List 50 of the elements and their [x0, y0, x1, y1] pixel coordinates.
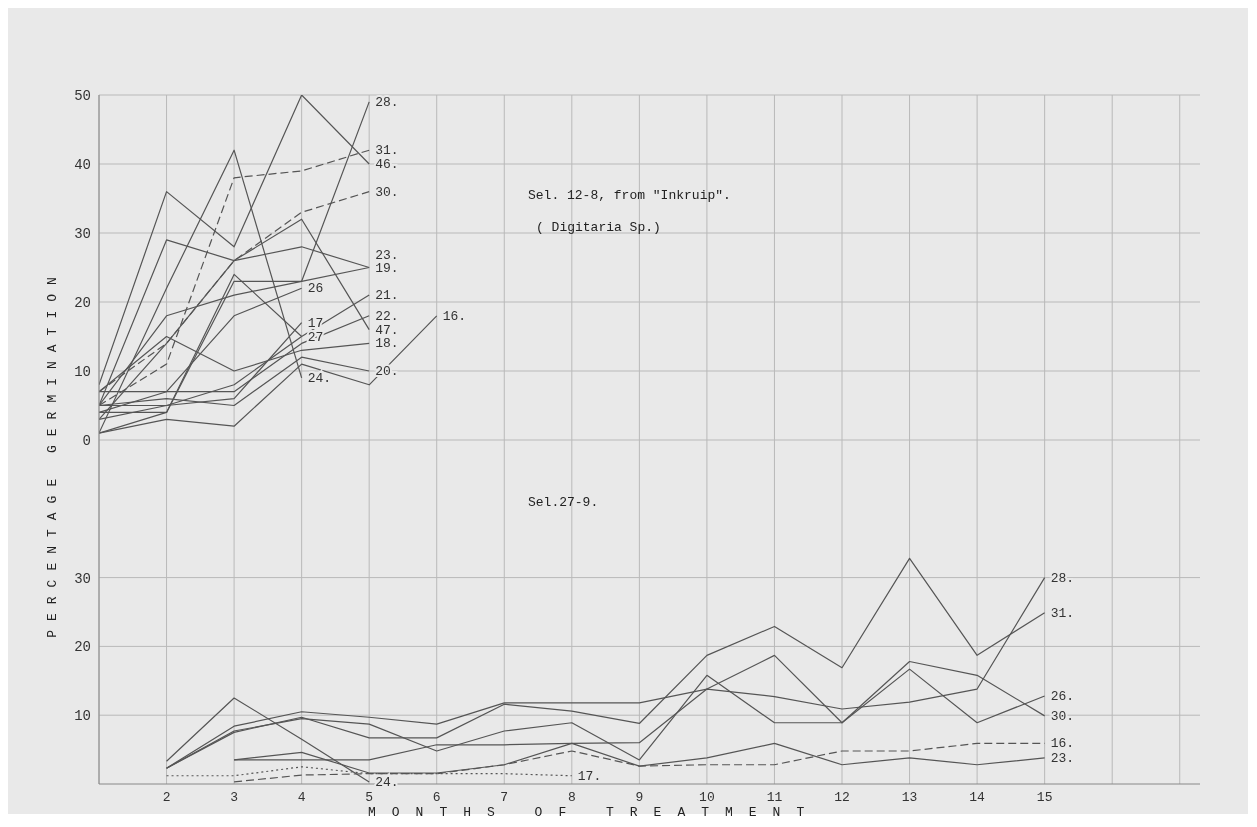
series-label: 16.: [442, 308, 467, 324]
series-label: 30.: [375, 184, 399, 200]
series-label: 24.: [375, 774, 399, 790]
x-tick-label: 4: [297, 790, 306, 806]
series-label: 18.: [375, 336, 399, 352]
series-label: 24.: [307, 370, 332, 386]
x-tick-label: 2: [162, 790, 171, 806]
x-axis-title: MONTHS OF TREATMENT: [368, 805, 821, 820]
x-tick-label: 5: [365, 790, 374, 806]
series-label: 46.: [375, 157, 399, 172]
series-label: 47.: [375, 322, 399, 338]
y-tick-label: 50: [74, 87, 91, 104]
x-tick-label: 13: [901, 790, 918, 806]
y-tick-label: 0: [82, 432, 91, 449]
y-tick-label: 10: [74, 363, 91, 380]
text: ( Digitaria Sp.): [536, 220, 661, 235]
series-label: 30.: [1050, 708, 1075, 724]
series-label: 23.: [1050, 750, 1075, 766]
x-tick-label: 10: [699, 790, 715, 806]
y-axis-title: PERCENTAGE GERMINATION: [44, 268, 60, 638]
x-tick-label: 11: [766, 790, 783, 806]
x-tick-label: 9: [635, 790, 644, 806]
series-label: 17: [307, 315, 324, 331]
series-label: 22.: [375, 308, 399, 324]
x-tick-label: 12: [834, 790, 850, 806]
y-tick-label: 30: [74, 225, 91, 242]
y-tick-label: 30: [74, 570, 91, 587]
x-tick-label: 14: [969, 790, 986, 806]
series-label: 26.: [1050, 688, 1075, 704]
series-label: 28.: [375, 94, 399, 110]
series-label: 26: [307, 281, 324, 297]
y-tick-label: 20: [74, 639, 91, 656]
x-tick-label: 3: [230, 790, 238, 806]
x-tick-label: 8: [567, 790, 576, 806]
series-label: 16.: [1050, 736, 1075, 752]
series-label: 23.: [375, 247, 399, 263]
series-label: 28.: [1050, 570, 1075, 586]
series-label: 31.: [1050, 605, 1075, 621]
x-tick-label: 15: [1036, 790, 1053, 806]
series-label: 21.: [375, 288, 399, 304]
series-label: 17.: [577, 768, 602, 784]
text: Sel.27-9.: [528, 495, 599, 510]
x-tick-label: 6: [432, 790, 441, 806]
y-tick-label: 20: [74, 294, 91, 311]
y-tick-label: 10: [74, 708, 91, 725]
y-tick-label: 40: [74, 156, 91, 173]
series-label: 19.: [375, 260, 399, 276]
text: Sel. 12-8, from "Inkruip".: [528, 188, 731, 203]
x-tick-label: 7: [500, 790, 509, 806]
series-label: 31.: [375, 143, 399, 159]
